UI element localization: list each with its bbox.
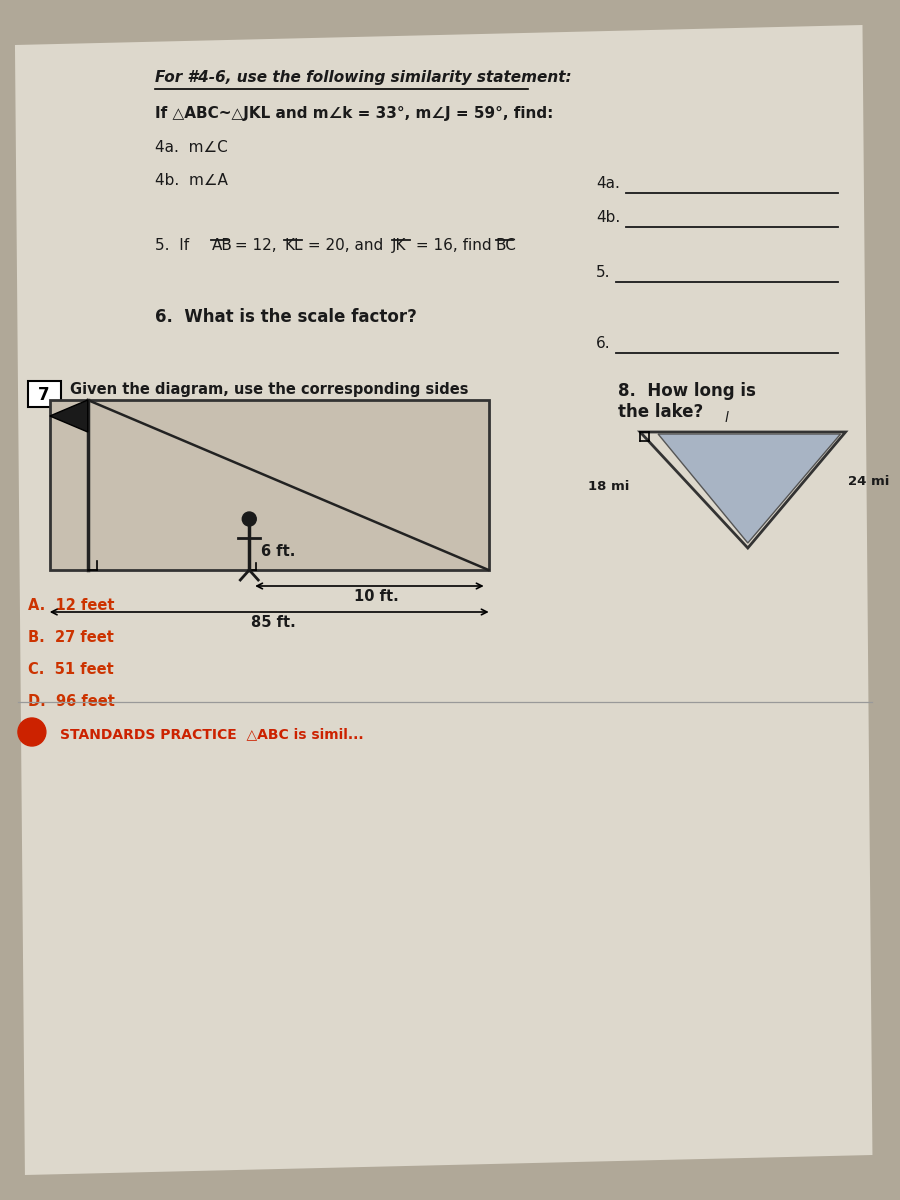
Text: 10 ft.: 10 ft. [354,589,399,604]
Text: 6 ft.: 6 ft. [261,544,295,559]
Text: C.  51 feet: C. 51 feet [28,662,113,677]
Text: l: l [724,410,729,425]
Circle shape [18,718,46,746]
Text: 24 mi: 24 mi [848,475,889,488]
Text: 4a.  m∠C: 4a. m∠C [155,140,228,155]
Text: 5.: 5. [597,265,611,280]
Text: 18 mi: 18 mi [589,480,630,493]
Polygon shape [50,400,87,432]
Text: AB: AB [212,238,232,253]
Text: If △ABC~△JKL and m∠k = 33°, m∠J = 59°, find:: If △ABC~△JKL and m∠k = 33°, m∠J = 59°, f… [155,106,553,121]
Polygon shape [15,25,872,1175]
Text: 4a.: 4a. [597,176,620,191]
Text: 4b.  m∠A: 4b. m∠A [155,173,228,188]
Text: B.  27 feet: B. 27 feet [28,630,113,646]
Bar [28,382,61,407]
Bar [50,400,489,570]
Text: 4b.: 4b. [597,210,620,226]
Circle shape [242,512,256,526]
Text: 6.: 6. [597,336,611,350]
Text: = 12,: = 12, [230,238,282,253]
Text: 6.  What is the scale factor?: 6. What is the scale factor? [155,308,417,326]
Text: JK: JK [392,238,407,253]
Text: 85 ft.: 85 ft. [251,614,296,630]
Text: Given the diagram, use the corresponding sides
of similar triangles to find the : Given the diagram, use the corresponding… [70,382,468,442]
Text: 8.  How long is
the lake?: 8. How long is the lake? [618,382,756,421]
Text: KL: KL [284,238,302,253]
Text: A.  12 feet: A. 12 feet [28,598,114,613]
Text: 5.  If: 5. If [155,238,194,253]
Text: BC: BC [496,238,517,253]
Polygon shape [658,434,841,542]
Text: = 16, find: = 16, find [410,238,496,253]
Text: For #4-6, use the following similarity statement:: For #4-6, use the following similarity s… [155,70,572,85]
Text: 7: 7 [38,386,50,404]
Text: D.  96 feet: D. 96 feet [28,694,115,709]
Text: = 20, and: = 20, and [303,238,388,253]
Text: STANDARDS PRACTICE  △ABC is simil...: STANDARDS PRACTICE △ABC is simil... [59,727,364,740]
